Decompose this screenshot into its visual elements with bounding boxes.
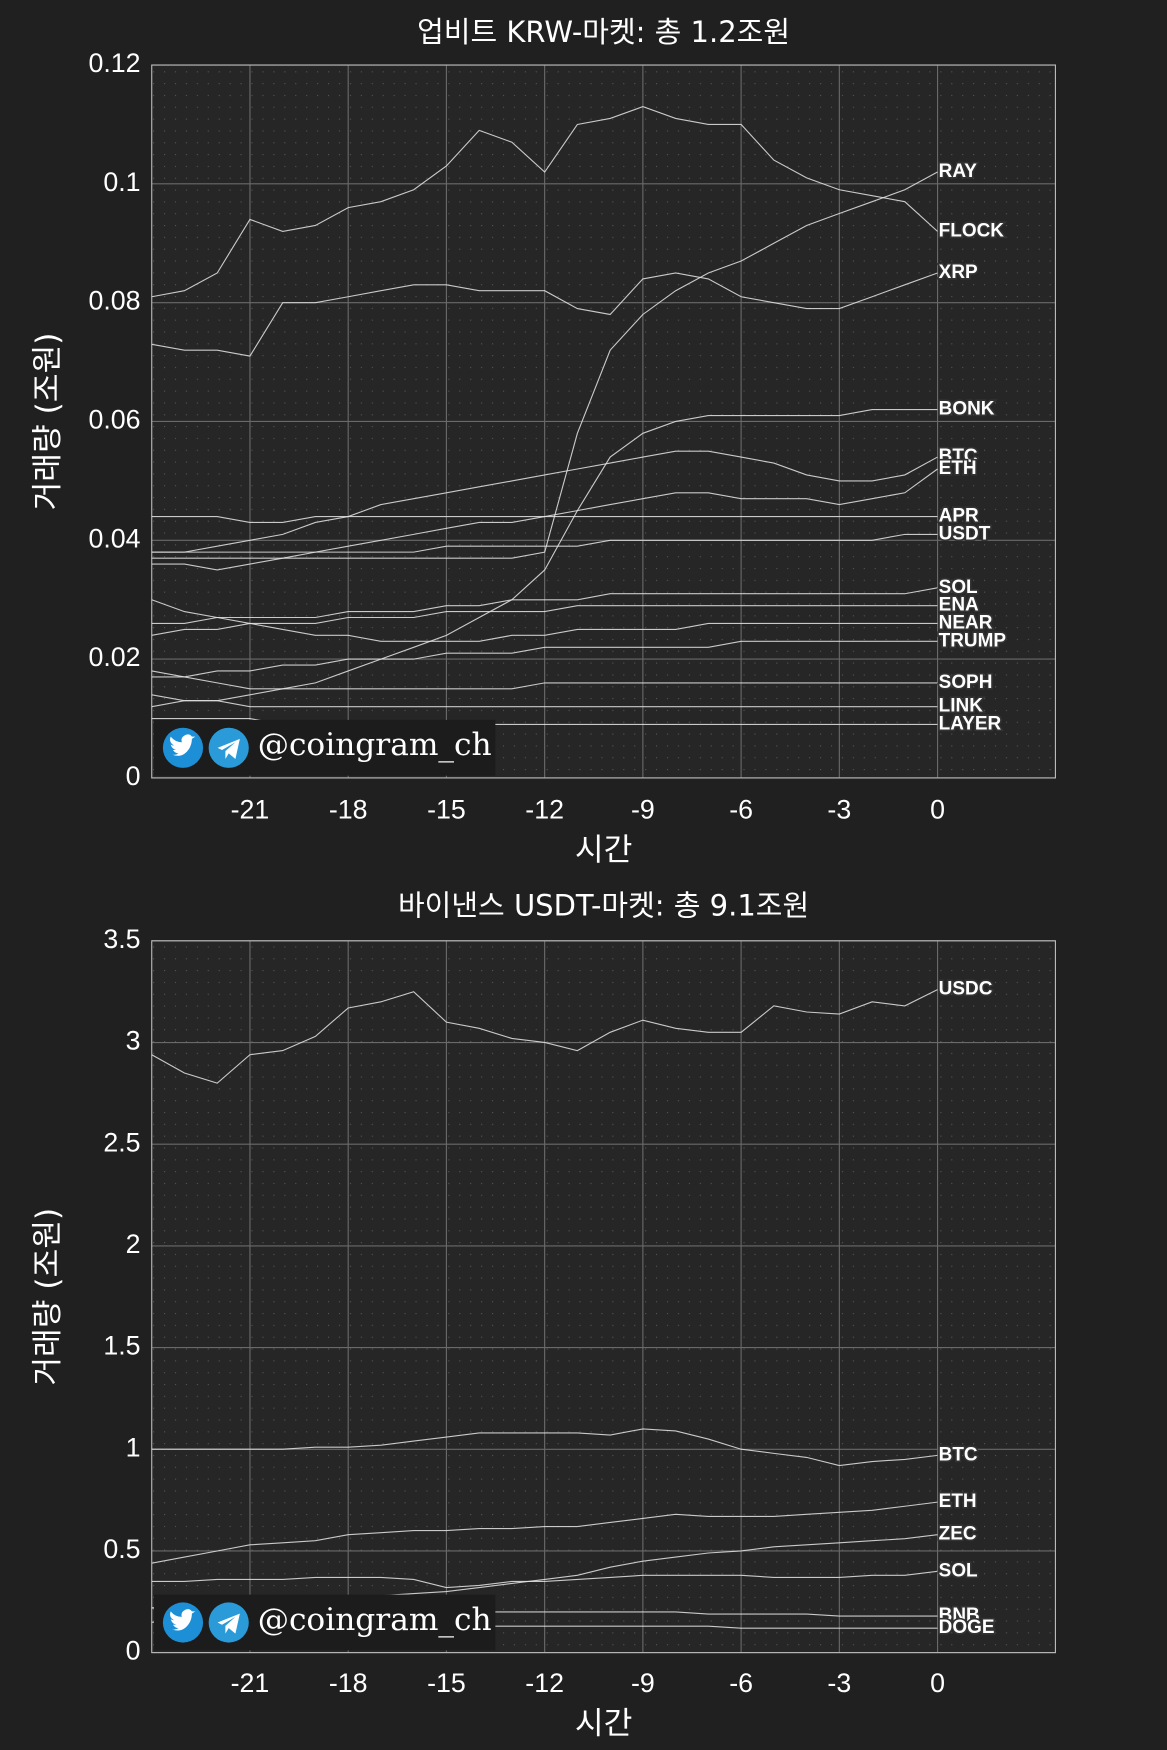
series-line — [151, 694, 938, 708]
series-label: LAYER — [939, 713, 1002, 734]
x-tick-label: -6 — [729, 794, 753, 824]
series-label: DOGE — [939, 1617, 995, 1638]
series-line — [151, 1501, 938, 1564]
x-tick-label: -6 — [729, 1668, 753, 1698]
x-tick-label: -21 — [231, 1668, 270, 1698]
chart-title: 업비트 KRW-마켓: 총 1.2조원 — [417, 15, 790, 49]
x-tick-label: -3 — [827, 794, 851, 824]
series-label: LINK — [939, 696, 984, 717]
x-tick-label: -9 — [631, 1668, 655, 1698]
series-label: ZEC — [939, 1524, 977, 1545]
y-tick-label: 0.06 — [88, 405, 140, 435]
series-label: ENA — [939, 595, 979, 616]
y-tick-label: 1 — [126, 1432, 141, 1462]
x-tick-label: 0 — [930, 1668, 945, 1698]
series-line — [151, 450, 938, 553]
telegram-icon — [208, 1602, 249, 1643]
x-tick-label: -18 — [329, 1668, 368, 1698]
y-tick-label: 3 — [126, 1026, 141, 1056]
series-line — [151, 599, 938, 642]
telegram-glyph — [217, 1613, 240, 1634]
series-line — [151, 515, 938, 524]
series-label: APR — [939, 506, 979, 527]
series-line — [151, 989, 938, 1084]
series-label: RAY — [939, 161, 978, 182]
watermark-text: @coingram_ch — [258, 1602, 492, 1638]
series-line — [151, 106, 938, 298]
series-label: SOL — [939, 1560, 978, 1581]
watermark-text: @coingram_ch — [258, 727, 492, 763]
y-tick-label: 3.5 — [103, 924, 140, 954]
series-label: BTC — [939, 1444, 978, 1465]
series-line — [151, 1428, 938, 1467]
y-tick-label: 0 — [126, 1636, 141, 1666]
x-tick-label: -18 — [329, 794, 368, 824]
y-tick-label: 1.5 — [103, 1331, 140, 1361]
series-label: USDC — [939, 979, 993, 1000]
twitter-glyph — [170, 734, 196, 756]
series-line — [151, 533, 938, 553]
x-tick-label: -21 — [231, 794, 270, 824]
y-tick-label: 0.12 — [88, 48, 140, 78]
series-label: USDT — [939, 523, 991, 544]
series-line — [151, 640, 938, 678]
series-label: NEAR — [939, 612, 993, 633]
y-tick-label: 0.04 — [88, 523, 140, 553]
x-tick-label: 0 — [930, 794, 945, 824]
y-tick-label: 0.08 — [88, 286, 140, 316]
series-label: TRUMP — [939, 630, 1006, 651]
series-label: BONK — [939, 399, 995, 420]
series-label: BNB — [939, 1605, 980, 1626]
x-axis-label: 시간 — [575, 1706, 632, 1742]
series-line — [151, 605, 938, 636]
telegram-icon — [208, 727, 249, 768]
y-tick-label: 2 — [126, 1229, 141, 1259]
y-tick-label: 0.1 — [103, 167, 140, 197]
series-label: ETH — [939, 1491, 977, 1512]
series-label: XRP — [939, 262, 978, 283]
y-tick-label: 0.5 — [103, 1534, 140, 1564]
series-label: ETH — [939, 458, 977, 479]
series-line — [151, 272, 938, 357]
x-tick-label: -12 — [525, 794, 564, 824]
plot-frame — [151, 64, 1056, 779]
x-tick-label: -15 — [427, 794, 466, 824]
minor-grid — [151, 940, 1056, 1653]
x-tick-label: -15 — [427, 1668, 466, 1698]
y-tick-label: 2.5 — [103, 1127, 140, 1157]
series-line — [151, 587, 938, 624]
series-label: SOL — [939, 577, 978, 598]
x-axis-label: 시간 — [575, 833, 632, 869]
y-axis-label: 거래량 (조원) — [30, 333, 66, 511]
plot-frame — [151, 940, 1056, 1654]
y-tick-label: 0 — [126, 761, 141, 791]
x-tick-label: -12 — [525, 1668, 564, 1698]
series-label: FLOCK — [939, 220, 1005, 241]
chart-title: 바이낸스 USDT-마켓: 총 9.1조원 — [398, 888, 809, 922]
x-tick-label: -3 — [827, 1668, 851, 1698]
series-label: BTC — [939, 446, 978, 467]
series-line — [151, 1570, 938, 1589]
y-tick-label: 0.02 — [88, 642, 140, 672]
y-axis-label: 거래량 (조원) — [30, 1208, 66, 1386]
series-label: SOPH — [939, 672, 993, 693]
series-line — [151, 670, 938, 690]
twitter-glyph — [170, 1609, 196, 1631]
x-tick-label: -9 — [631, 794, 655, 824]
telegram-glyph — [217, 738, 240, 759]
